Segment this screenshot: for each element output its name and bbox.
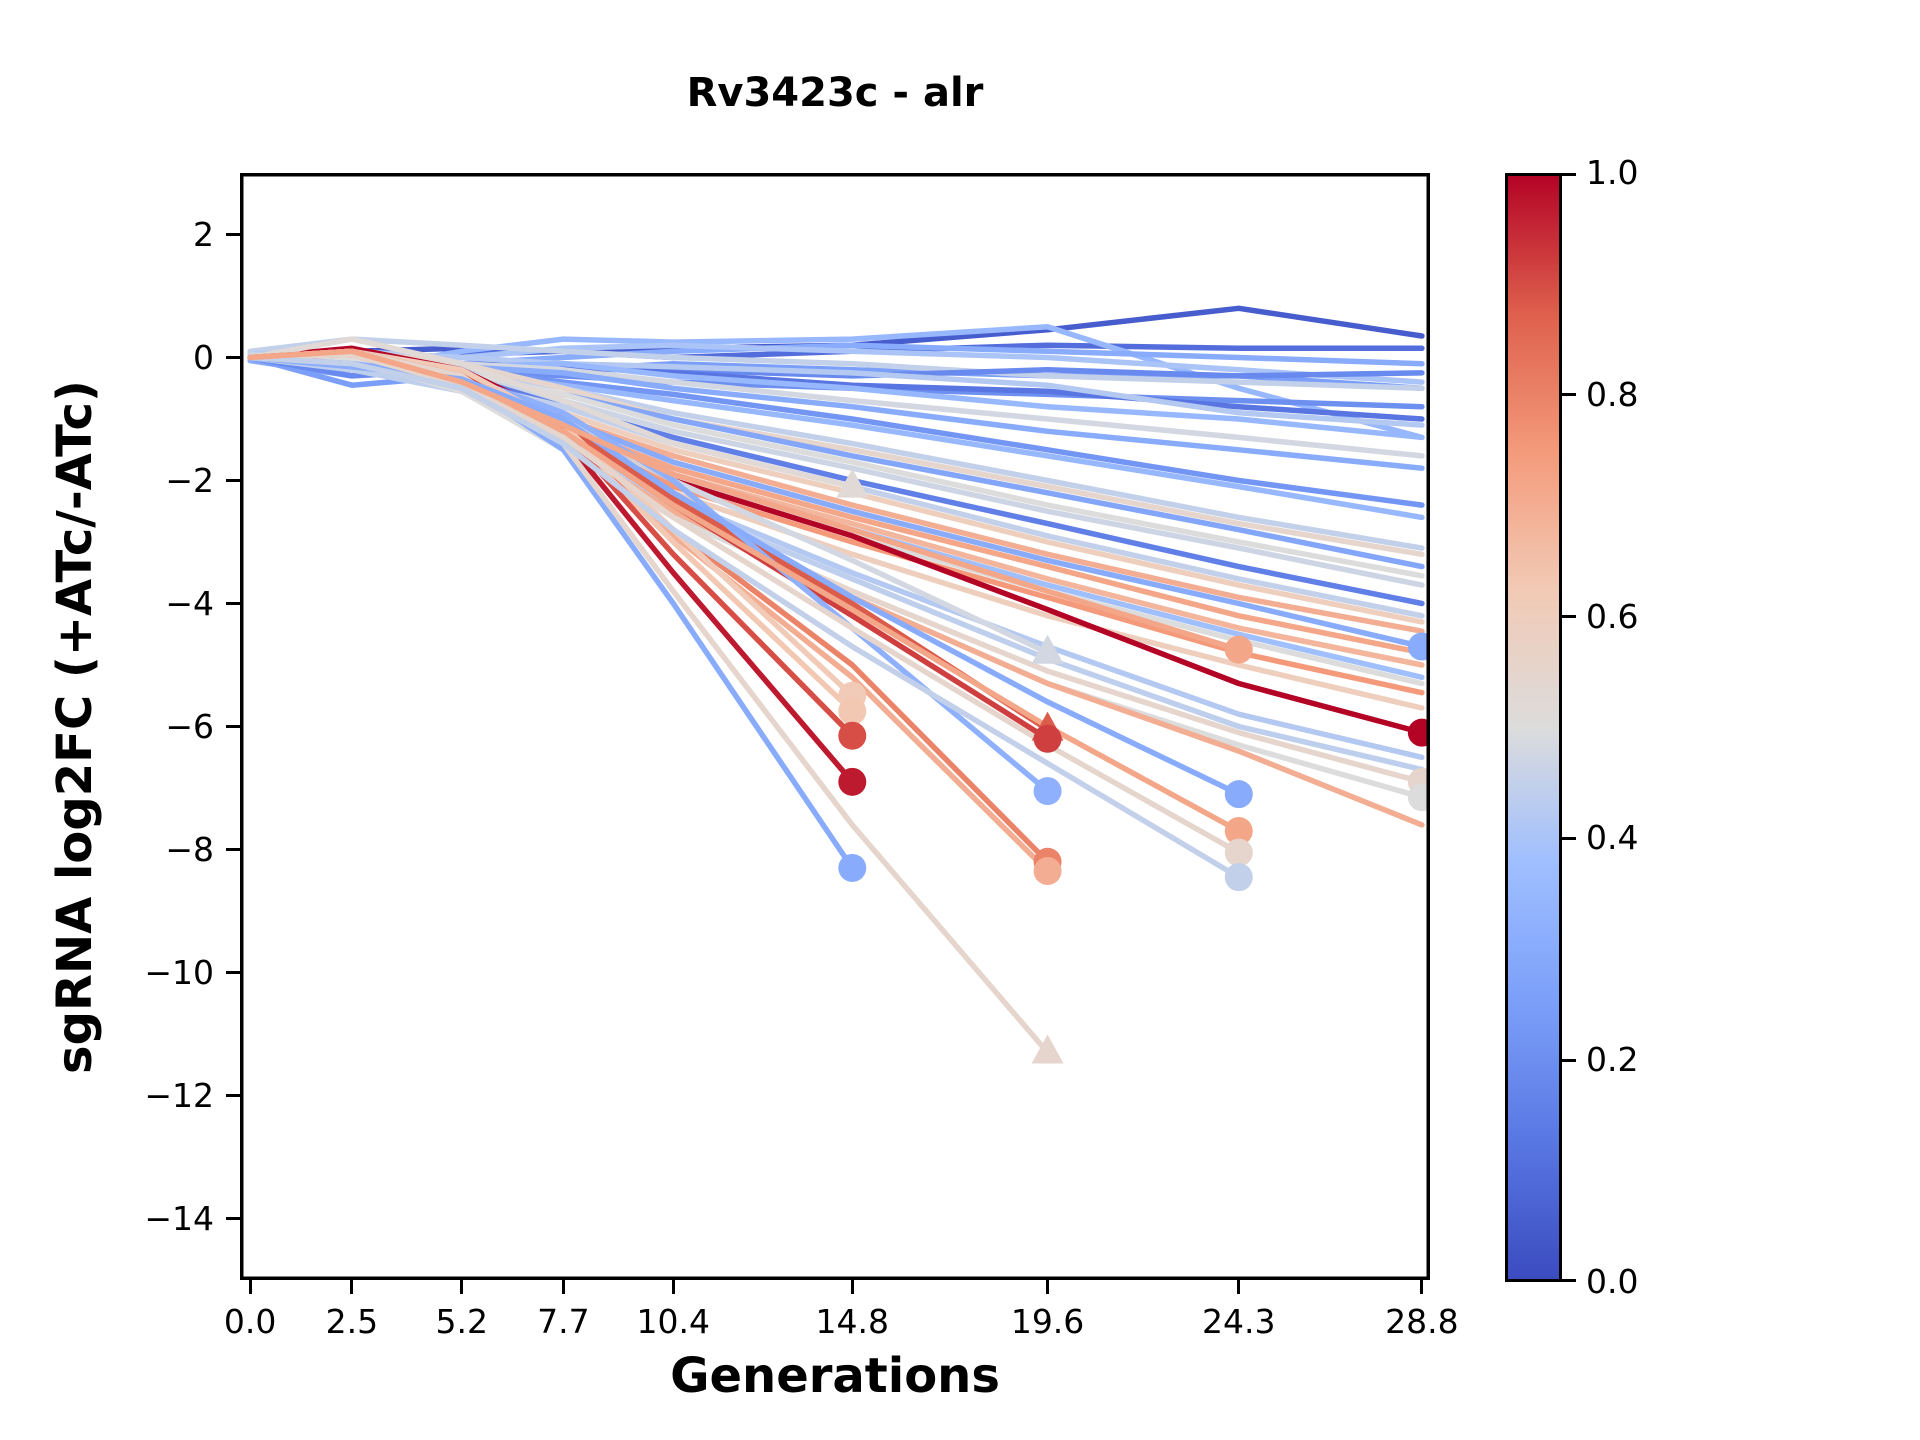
end-marker-circle [1224, 635, 1253, 664]
series-line [247, 351, 1242, 856]
end-marker-circle [838, 697, 867, 726]
x-tick-mark [671, 1280, 675, 1294]
end-marker-circle [1033, 777, 1062, 806]
x-tick-mark [850, 1280, 854, 1294]
x-tick-mark [350, 1280, 354, 1294]
x-tick-mark [561, 1280, 565, 1294]
colorbar-tick-mark [1562, 393, 1576, 397]
end-marker-circle [1407, 632, 1430, 661]
end-marker-circle [838, 853, 867, 882]
y-tick-mark [226, 602, 240, 605]
colorbar-tick-mark [1562, 1058, 1576, 1062]
series-line [247, 354, 1242, 880]
y-tick-mark [226, 233, 240, 236]
end-marker-triangle [1031, 634, 1064, 664]
y-tick-label: −12 [144, 1075, 214, 1115]
colorbar-tick-label: 1.0 [1586, 153, 1639, 192]
x-tick-label: 10.4 [636, 1302, 711, 1341]
y-tick-label: −2 [165, 460, 214, 500]
end-marker-circle [1224, 817, 1253, 846]
x-tick-mark [248, 1280, 252, 1294]
x-axis-label: Generations [670, 1348, 1000, 1404]
plot-area [240, 173, 1430, 1280]
y-tick-mark [226, 1217, 240, 1220]
y-tick-label: −6 [165, 706, 214, 746]
colorbar-tick-mark [1562, 173, 1576, 176]
y-tick-mark [226, 479, 240, 482]
series-line [247, 348, 1242, 653]
x-tick-label: 24.3 [1202, 1302, 1276, 1341]
x-tick-mark [1420, 1280, 1424, 1294]
end-marker-circle [838, 767, 867, 796]
x-tick-mark [1237, 1280, 1241, 1294]
end-marker-circle [1033, 857, 1062, 886]
x-tick-label: 2.5 [325, 1302, 379, 1341]
y-tick-mark [226, 848, 240, 851]
y-tick-label: 0 [193, 337, 214, 377]
end-marker-circle [1224, 838, 1253, 867]
series-line [247, 336, 1425, 392]
colorbar [1505, 173, 1562, 1282]
axes-spines [240, 173, 1430, 1280]
x-tick-label: 7.7 [537, 1302, 590, 1341]
series-line [247, 336, 856, 490]
chart-title: Rv3423c - alr [686, 70, 984, 116]
y-tick-label: −8 [165, 829, 214, 869]
colorbar-tick-label: 0.6 [1586, 596, 1639, 636]
y-tick-label: −14 [144, 1198, 214, 1238]
y-tick-mark [226, 356, 240, 359]
y-tick-label: −4 [165, 583, 214, 623]
end-marker-circle [1407, 718, 1430, 747]
end-marker-circle [838, 721, 867, 750]
colorbar-tick-label: 0.0 [1586, 1262, 1639, 1301]
end-marker-circle [1224, 863, 1253, 892]
y-tick-label: −10 [144, 952, 214, 992]
colorbar-tick-mark [1562, 1279, 1576, 1282]
x-tick-mark [1046, 1280, 1050, 1294]
colorbar-tick-label: 0.2 [1586, 1040, 1639, 1080]
y-tick-mark [226, 971, 240, 974]
y-tick-label: 2 [193, 214, 214, 254]
colorbar-tick-label: 0.4 [1586, 818, 1639, 858]
x-tick-label: 19.6 [1010, 1302, 1085, 1341]
colorbar-tick-mark [1562, 836, 1576, 840]
x-tick-label: 5.2 [435, 1302, 488, 1341]
series-line [247, 305, 1425, 358]
x-tick-label: 28.8 [1385, 1302, 1459, 1341]
end-marker-circle [1224, 780, 1253, 809]
x-tick-label: 0.0 [223, 1302, 277, 1341]
colorbar-tick-mark [1562, 615, 1576, 619]
end-marker-triangle [836, 468, 869, 498]
end-marker-circle [1033, 724, 1062, 753]
colorbar-tick-label: 0.8 [1586, 374, 1639, 414]
x-tick-label: 14.8 [815, 1302, 890, 1341]
y-tick-mark [226, 1094, 240, 1097]
x-tick-mark [460, 1280, 464, 1294]
end-marker-circle [1407, 783, 1430, 812]
y-tick-mark [226, 725, 240, 728]
end-marker-triangle [1031, 1034, 1064, 1064]
